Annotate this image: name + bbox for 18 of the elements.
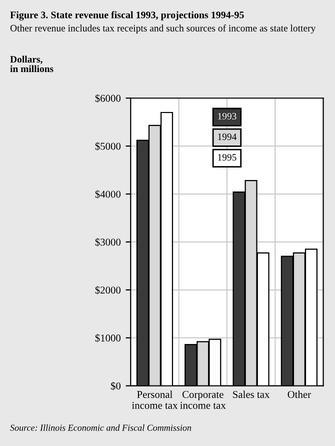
y-tick-label: $5000	[95, 142, 121, 150]
y-tick-label: $3000	[95, 238, 121, 246]
chart-subtitle: Other revenue includes tax receipts and such sources of income as state lottery	[10, 24, 316, 34]
y-tick-label: $6000	[95, 94, 121, 103]
y-axis-title: Dollars, in millions	[10, 56, 54, 72]
x-tick-label: Sales tax	[233, 390, 270, 398]
source-note: Source: Illinois Economic and Fiscal Commission	[10, 424, 192, 431]
text: 1994	[218, 134, 237, 140]
y-tick-label: $4000	[95, 190, 121, 198]
y-tick-label: $1000	[95, 334, 121, 342]
y-tick-label: $2000	[95, 286, 121, 294]
chart-title: Figure 3. State revenue fiscal 1993, projections 1994-95	[10, 11, 244, 20]
text: 1995	[218, 154, 236, 161]
x-tick-label: Personal income tax	[132, 390, 178, 409]
x-tick-label: Other	[288, 390, 311, 398]
x-tick-label: Corporate income tax	[180, 390, 226, 409]
text: 1993	[218, 112, 236, 120]
y-tick-label: $0	[110, 382, 121, 390]
